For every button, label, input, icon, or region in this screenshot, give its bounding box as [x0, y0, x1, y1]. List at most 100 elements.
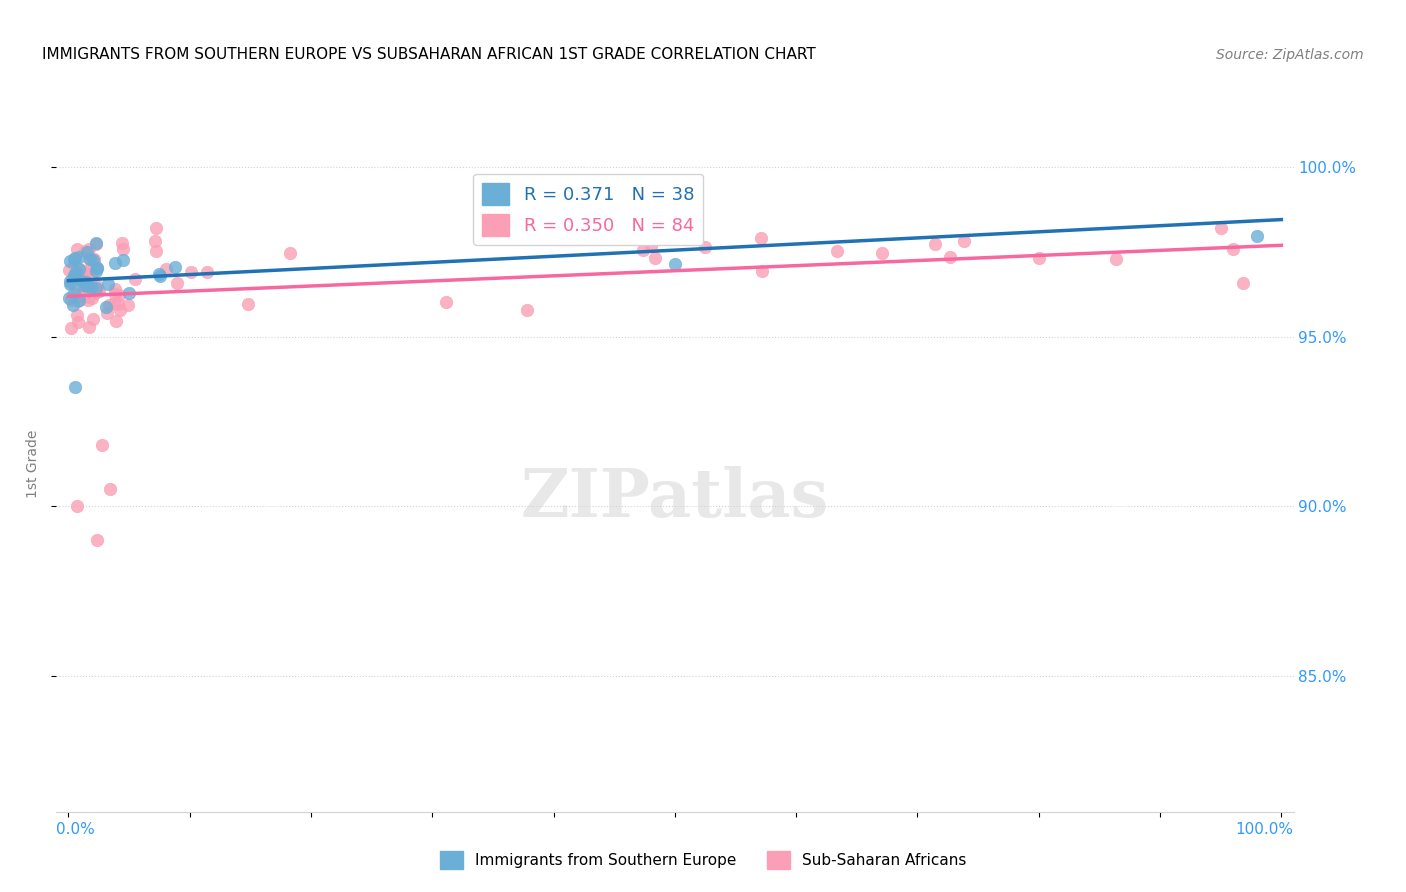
Point: [62, 258, 84, 272]
Point: [96, 306, 118, 320]
Point: [84, 236, 107, 251]
Point: [82, 253, 104, 268]
Point: [63, 252, 86, 266]
Point: [82, 312, 104, 326]
Point: [108, 303, 131, 318]
Point: [145, 244, 167, 259]
Point: [75, 266, 97, 280]
Point: [94, 300, 117, 314]
Point: [79, 277, 101, 292]
Point: [953, 235, 976, 249]
Point: [80, 279, 103, 293]
Point: [76, 293, 98, 308]
Legend: R = 0.371   N = 38, R = 0.350   N = 84: R = 0.371 N = 38, R = 0.350 N = 84: [474, 174, 703, 244]
Point: [180, 265, 202, 279]
Point: [66, 500, 89, 514]
Text: IMMIGRANTS FROM SOUTHERN EUROPE VS SUBSAHARAN AFRICAN 1ST GRADE CORRELATION CHAR: IMMIGRANTS FROM SOUTHERN EUROPE VS SUBSA…: [42, 47, 815, 62]
Point: [84, 235, 107, 250]
Point: [77, 320, 100, 334]
Point: [62, 268, 84, 283]
Point: [62, 298, 84, 312]
Point: [66, 308, 89, 322]
Point: [938, 250, 960, 264]
Point: [104, 256, 127, 270]
Point: [1222, 242, 1244, 256]
Point: [70, 274, 93, 288]
Point: [63, 270, 86, 285]
Point: [145, 221, 167, 235]
Point: [83, 252, 105, 266]
Point: [84, 263, 107, 277]
Point: [434, 294, 457, 309]
Point: [640, 239, 662, 253]
Point: [79, 261, 101, 276]
Point: [79, 252, 101, 267]
Point: [76, 283, 98, 297]
Point: [83, 282, 105, 296]
Point: [76, 244, 98, 259]
Point: [118, 286, 141, 301]
Point: [749, 231, 772, 245]
Point: [69, 262, 91, 277]
Point: [73, 244, 96, 258]
Point: [1211, 221, 1233, 235]
Point: [924, 237, 946, 252]
Point: [751, 264, 773, 278]
Point: [86, 261, 108, 276]
Point: [236, 297, 259, 311]
Point: [1232, 276, 1254, 290]
Point: [280, 246, 302, 260]
Point: [89, 284, 111, 298]
Point: [58, 262, 80, 277]
Point: [75, 274, 97, 288]
Point: [62, 286, 84, 301]
Point: [107, 296, 129, 310]
Point: [103, 296, 125, 310]
Point: [86, 278, 108, 293]
Point: [60, 320, 83, 334]
Point: [80, 277, 103, 292]
Point: [104, 282, 127, 296]
Point: [66, 242, 89, 256]
Point: [516, 302, 538, 317]
Point: [695, 240, 717, 254]
Point: [825, 244, 848, 259]
Text: 0.0%: 0.0%: [56, 822, 96, 837]
Point: [59, 293, 82, 307]
Text: 100.0%: 100.0%: [1236, 822, 1294, 837]
Point: [79, 242, 101, 256]
Point: [631, 243, 654, 257]
Y-axis label: 1st Grade: 1st Grade: [25, 430, 39, 498]
Point: [143, 234, 166, 248]
Point: [69, 285, 91, 300]
Point: [84, 281, 107, 295]
Point: [60, 276, 83, 290]
Point: [117, 298, 139, 312]
Point: [1028, 251, 1050, 265]
Point: [664, 257, 686, 271]
Point: [1246, 228, 1268, 243]
Point: [90, 438, 112, 452]
Point: [67, 250, 90, 264]
Point: [75, 283, 97, 297]
Point: [644, 251, 666, 265]
Point: [84, 285, 107, 300]
Point: [59, 274, 82, 288]
Point: [83, 256, 105, 270]
Point: [73, 264, 96, 278]
Point: [67, 261, 90, 276]
Point: [63, 251, 86, 265]
Point: [86, 261, 108, 276]
Point: [59, 254, 82, 268]
Point: [66, 294, 89, 309]
Point: [86, 533, 108, 548]
Point: [104, 313, 127, 327]
Point: [67, 262, 90, 277]
Point: [65, 265, 87, 279]
Point: [87, 284, 110, 298]
Point: [80, 268, 103, 283]
Point: [108, 287, 131, 301]
Point: [163, 260, 186, 274]
Text: Source: ZipAtlas.com: Source: ZipAtlas.com: [1216, 48, 1364, 62]
Legend: Immigrants from Southern Europe, Sub-Saharan Africans: Immigrants from Southern Europe, Sub-Sah…: [433, 845, 973, 875]
